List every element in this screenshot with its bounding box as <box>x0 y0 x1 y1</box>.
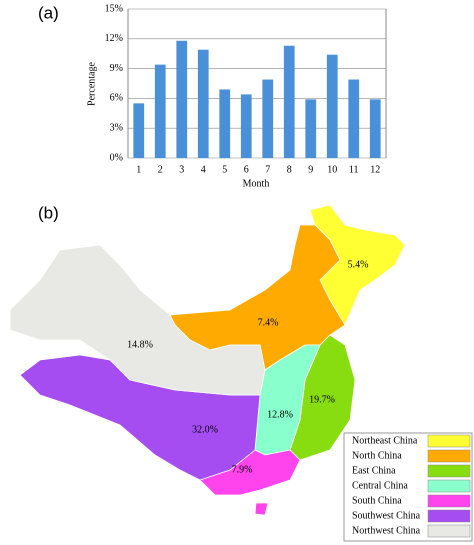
legend-label: East China <box>352 465 396 476</box>
legend-swatch <box>427 509 471 523</box>
panel-label: (a) <box>38 3 59 22</box>
bar <box>262 79 274 158</box>
y-tick-label: 12% <box>105 33 123 44</box>
legend-label: Southwest China <box>352 510 421 521</box>
legend-label: Northwest China <box>352 525 421 536</box>
region-value-label: 12.8% <box>267 409 293 420</box>
region-value-label: 19.7% <box>309 394 335 405</box>
legend-label: South China <box>352 495 402 506</box>
legend-label: Northeast China <box>352 435 418 446</box>
x-axis-label: Month <box>243 178 270 189</box>
legend-swatch <box>427 449 471 463</box>
x-tick-label: 9 <box>308 164 313 175</box>
bar <box>176 40 188 158</box>
x-tick-label: 5 <box>222 164 227 175</box>
x-tick-label: 6 <box>244 164 249 175</box>
bar <box>240 94 252 158</box>
bar <box>283 45 295 158</box>
x-tick-label: 12 <box>370 164 380 175</box>
x-tick-label: 11 <box>349 164 359 175</box>
legend-swatch <box>427 434 471 448</box>
x-tick-label: 4 <box>201 164 206 175</box>
y-tick-label: 6% <box>110 93 123 104</box>
legend-swatch <box>427 479 471 493</box>
y-tick-label: 15% <box>105 3 123 14</box>
y-tick-label: 9% <box>110 63 123 74</box>
bar <box>219 89 231 158</box>
x-tick-label: 7 <box>265 164 270 175</box>
x-tick-label: 1 <box>136 164 141 175</box>
panel-label: (b) <box>38 203 59 222</box>
legend-swatch <box>427 524 471 538</box>
bar <box>154 64 166 158</box>
region-value-label: 5.4% <box>348 259 369 270</box>
region-value-label: 7.9% <box>232 464 253 475</box>
y-tick-label: 0% <box>110 152 123 163</box>
y-axis-label: Percentage <box>86 62 97 106</box>
region-value-label: 14.8% <box>127 339 153 350</box>
legend-label: Central China <box>352 480 408 491</box>
region <box>9 244 266 396</box>
region-value-label: 7.4% <box>258 317 279 328</box>
legend-label: North China <box>352 450 402 461</box>
bar <box>197 49 209 158</box>
x-tick-label: 8 <box>287 164 292 175</box>
bar <box>305 99 317 158</box>
legend-swatch <box>427 464 471 478</box>
x-tick-label: 3 <box>179 164 184 175</box>
bar <box>369 99 381 158</box>
bar <box>133 103 145 158</box>
y-tick-label: 3% <box>110 122 123 133</box>
region <box>19 354 261 481</box>
x-tick-label: 2 <box>158 164 163 175</box>
bar <box>348 79 360 158</box>
x-tick-label: 10 <box>327 164 337 175</box>
legend-swatch <box>427 494 471 508</box>
bar <box>326 54 338 159</box>
region-value-label: 32.0% <box>192 424 218 435</box>
